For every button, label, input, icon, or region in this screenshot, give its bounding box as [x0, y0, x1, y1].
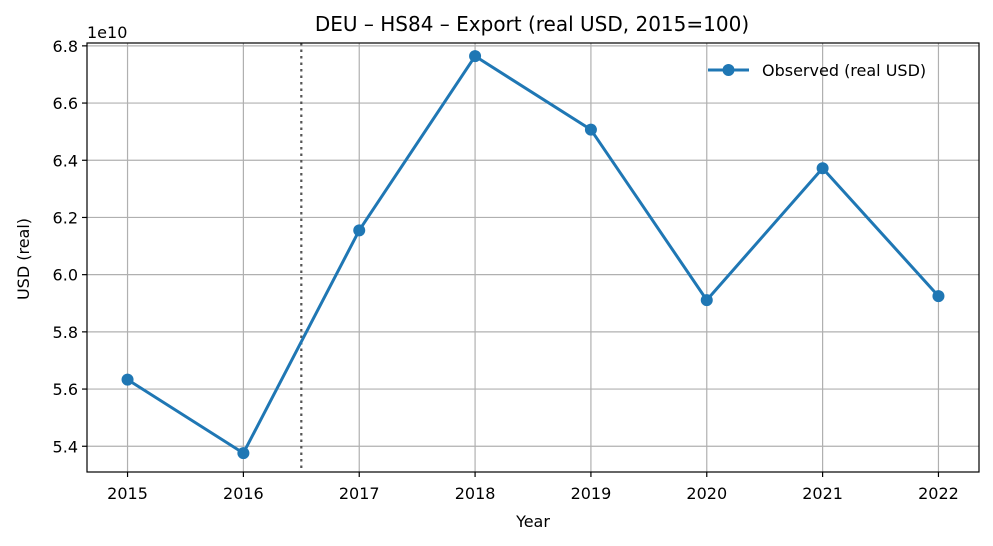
data-point — [584, 123, 597, 136]
data-point — [353, 224, 366, 237]
x-tick-label: 2021 — [802, 484, 843, 503]
legend-series-label: Observed (real USD) — [762, 61, 926, 80]
x-tick-label: 2019 — [571, 484, 612, 503]
x-tick-label: 2020 — [686, 484, 727, 503]
y-tick-label: 6.0 — [53, 266, 78, 285]
plot-frame — [86, 42, 980, 473]
data-point — [237, 447, 250, 460]
series-line — [126, 54, 940, 455]
data-point — [121, 373, 134, 386]
data-point — [816, 162, 829, 175]
x-tick-label: 2022 — [918, 484, 959, 503]
legend-marker-swatch — [722, 64, 735, 76]
series-layer — [121, 50, 945, 460]
y-axis-ticks: 5.4 5.6 5.8 6.0 6.2 6.4 6.6 6.8 — [53, 37, 87, 456]
y-tick-label: 5.4 — [53, 437, 78, 456]
x-tick-label: 2017 — [339, 484, 380, 503]
y-tick-label: 6.6 — [53, 94, 78, 113]
y-tick-label: 6.8 — [53, 37, 78, 56]
x-axis-label: Year — [515, 512, 550, 531]
y-tick-label: 5.8 — [53, 323, 78, 342]
x-axis-ticks: 2015 2016 2017 2018 2019 2020 2021 2022 — [107, 472, 959, 503]
legend: Observed (real USD) — [708, 61, 926, 80]
y-axis-label: USD (real) — [14, 218, 33, 300]
x-tick-label: 2015 — [107, 484, 148, 503]
data-point — [932, 290, 945, 303]
y-tick-label: 5.6 — [53, 380, 78, 399]
x-tick-label: 2018 — [455, 484, 496, 503]
data-point — [469, 50, 482, 63]
y-tick-label: 6.4 — [53, 151, 78, 170]
grid-lines — [87, 43, 979, 472]
data-point — [700, 294, 713, 307]
y-axis-offset-label: 1e10 — [87, 23, 127, 42]
y-tick-label: 6.2 — [53, 208, 78, 227]
chart-title: DEU – HS84 – Export (real USD, 2015=100) — [315, 12, 749, 36]
x-tick-label: 2016 — [223, 484, 264, 503]
